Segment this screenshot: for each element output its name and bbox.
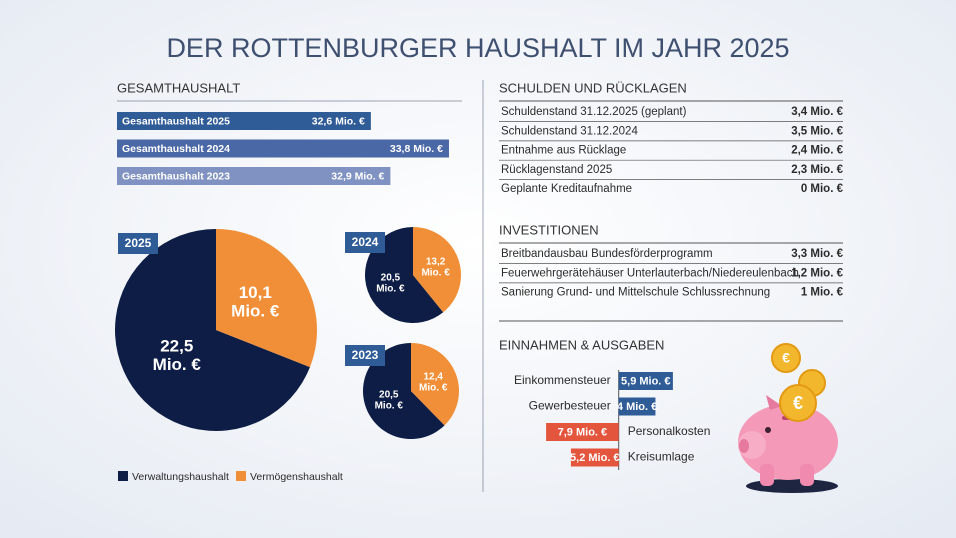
year-badge: 2023: [352, 348, 379, 362]
pie-label: 10,1 Mio. €: [231, 283, 280, 321]
bar: [570, 448, 619, 467]
bar-category: Gesamthaushalt 2024: [122, 143, 230, 155]
svg-text:€: €: [782, 350, 790, 366]
legend-swatch: [118, 471, 128, 481]
bar-category: Personalkosten: [628, 424, 711, 438]
svg-text:€: €: [793, 393, 803, 413]
row-label: Sanierung Grund- und Mittelschule Schlus…: [501, 287, 770, 299]
bar-category: Einkommensteuer: [514, 373, 611, 387]
pie-label: 22,5 Mio. €: [153, 337, 202, 375]
bar-value-label: 5,9 Mio. €: [621, 375, 671, 387]
year-badge: 2025: [125, 236, 152, 250]
row-value: 2,3 Mio. €: [791, 164, 843, 176]
bar-category: Gesamthaushalt 2025: [122, 115, 230, 127]
section-title: EINNAHMEN & AUSGABEN: [499, 337, 664, 352]
bar-value-label: 32,9 Mio. €: [331, 170, 384, 182]
bar-value-label: 7,9 Mio. €: [558, 426, 608, 438]
bar: [546, 423, 619, 441]
bar-value-label: 33,8 Mio. €: [390, 143, 443, 155]
bar: [117, 112, 371, 130]
year-badge-box: [345, 232, 385, 253]
section-title: SCHULDEN UND RÜCKLAGEN: [499, 80, 687, 95]
page-title: DER ROTTENBURGER HAUSHALT IM JAHR 2025: [166, 33, 789, 63]
row-label: Breitbandausbau Bundesförderprogramm: [501, 248, 713, 260]
section-title: GESAMTHAUSHALT: [117, 80, 240, 95]
year-badge-box: [118, 233, 158, 254]
pie-label: 20,5 Mio. €: [376, 272, 405, 294]
bar: [618, 397, 656, 416]
bar-value-label: 32,6 Mio. €: [312, 115, 365, 127]
legend-swatch: [236, 471, 246, 481]
row-value: 3,5 Mio. €: [791, 125, 843, 137]
bar-value-label: 4 Mio. €: [617, 401, 657, 413]
pie-slice: [216, 229, 317, 368]
bar-value-label: 5,2 Mio. €: [570, 452, 620, 464]
row-value: 3,3 Mio. €: [791, 248, 843, 260]
row-label: Feuerwehrgerätehäuser Unterlauterbach/Ni…: [501, 267, 799, 279]
row-label: Rücklagenstand 2025: [501, 164, 612, 176]
row-label: Entnahme aus Rücklage: [501, 145, 626, 157]
bar-category: Kreisumlage: [628, 450, 695, 464]
row-label: Schuldenstand 31.12.2024: [501, 125, 638, 137]
piggy-bank: € €: [738, 343, 838, 493]
pie-slice: [362, 343, 445, 440]
row-value: 3,4 Mio. €: [791, 106, 843, 118]
row-label: Schuldenstand 31.12.2025 (geplant): [501, 106, 687, 118]
row-label: Geplante Kreditaufnahme: [501, 183, 632, 195]
legend-label: Verwaltungshaushalt: [132, 471, 229, 483]
bar-category: Gesamthaushalt 2023: [122, 170, 230, 182]
row-value: 2,4 Mio. €: [791, 145, 843, 157]
legend-label: Vermögenshaushalt: [250, 471, 343, 483]
bar-category: Gewerbesteuer: [529, 399, 611, 413]
section-title: INVESTITIONEN: [499, 222, 599, 237]
row-value: 1 Mio. €: [801, 287, 844, 299]
pie-slice: [413, 227, 461, 313]
pie-slice: [411, 343, 459, 426]
pie-label: 13,2 Mio. €: [421, 256, 450, 278]
year-badge-box: [345, 345, 385, 366]
pie-slice: [114, 228, 310, 431]
pie-label: 20,5 Mio. €: [375, 389, 404, 411]
row-value: 0 Mio. €: [801, 183, 844, 195]
row-value: 1,2 Mio. €: [791, 267, 843, 279]
pie-label: 12,4 Mio. €: [419, 371, 448, 393]
bar: [117, 167, 391, 185]
year-badge: 2024: [352, 235, 379, 249]
bar: [117, 139, 449, 158]
bar: [618, 372, 673, 390]
